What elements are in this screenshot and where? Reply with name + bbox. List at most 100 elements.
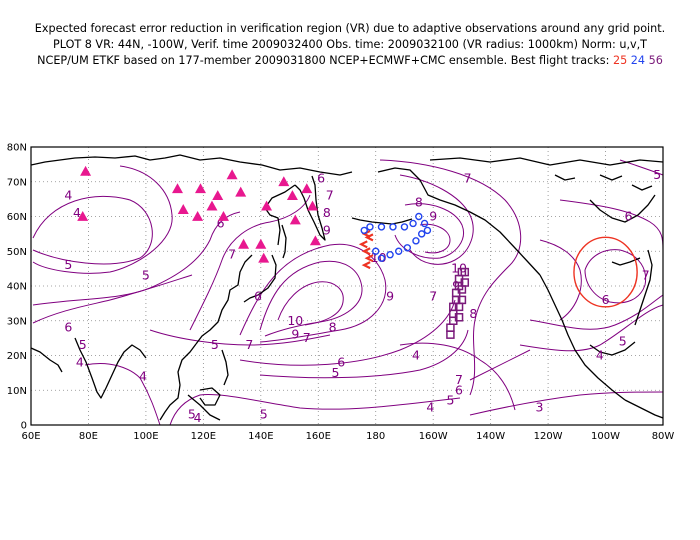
contour-label: 4 <box>596 348 604 363</box>
error-reduction-contours <box>32 159 663 425</box>
track-purple-marker <box>457 285 467 294</box>
contour-label: 5 <box>260 407 268 422</box>
contour-label: 5 <box>653 167 661 182</box>
coastlines <box>31 154 663 421</box>
coast-japan <box>243 254 277 303</box>
contour-4-asia <box>32 195 153 265</box>
coast-sakhalin <box>281 224 287 259</box>
observation-triangle <box>261 200 273 211</box>
coast-borneo <box>199 387 221 406</box>
track-blue-marker <box>417 230 426 238</box>
map-frame <box>30 146 664 426</box>
contour-label: 5 <box>332 365 340 380</box>
contour-label: 4 <box>426 400 434 415</box>
lat-label: 70N <box>7 177 27 188</box>
contour-label: 7 <box>429 288 437 303</box>
track-purple-marker <box>460 267 470 277</box>
observation-triangle <box>238 238 250 249</box>
observation-triangle <box>307 200 319 211</box>
observation-triangle <box>286 190 298 201</box>
lat-label: 80N <box>7 143 27 154</box>
contour-5-asia <box>32 165 173 274</box>
track-red-label: 25 <box>612 54 628 67</box>
title-line-3: NCEP/UM ETKF based on 177-member 2009031… <box>0 54 700 67</box>
track-blue-marker <box>360 226 368 235</box>
track-purple-marker <box>446 330 455 339</box>
lon-label: 120W <box>534 431 563 442</box>
lon-label: 60E <box>21 431 40 442</box>
contour-label: 7 <box>326 188 334 203</box>
coast-kamchatka <box>294 175 326 241</box>
lat-label: 10N <box>7 386 27 397</box>
contour-label: 8 <box>323 205 331 220</box>
lon-label: 140E <box>248 431 273 442</box>
observation-triangle <box>226 169 238 180</box>
contour-label: 4 <box>73 205 81 220</box>
contour-label: 6 <box>602 292 610 307</box>
track-red-marker <box>361 261 371 270</box>
track-purple-marker <box>454 302 464 312</box>
lon-label: 80W <box>652 431 675 442</box>
contour-6-center <box>149 329 331 346</box>
contour-label: 7 <box>303 330 311 345</box>
contour-label: 7 <box>642 268 650 283</box>
contour-label: 8 <box>329 320 337 335</box>
track-purple-label: 56 <box>648 54 663 67</box>
contour-label: 7 <box>455 372 463 387</box>
observation-triangle <box>278 176 290 187</box>
contour-3-east <box>469 391 663 416</box>
lon-label: 120E <box>191 431 216 442</box>
observation-triangle <box>217 211 229 221</box>
contour-label: 4 <box>64 188 72 203</box>
contour-label: 5 <box>142 268 150 283</box>
contour-label: 5 <box>188 407 196 422</box>
coast-us-east <box>634 249 653 326</box>
lon-label: 80E <box>79 431 98 442</box>
observation-triangle <box>289 214 301 225</box>
coast-gulf-mexico <box>589 341 636 356</box>
lat-label: 30N <box>7 316 27 327</box>
contour-6-far-east-b <box>539 239 582 321</box>
track-blue-marker <box>409 219 417 228</box>
contour-10-pacific <box>419 223 451 254</box>
coast-southeast-asia <box>159 343 197 421</box>
contour-label: 6 <box>64 320 72 335</box>
contour-label: 6 <box>217 215 225 230</box>
track-blue-marker <box>403 244 412 252</box>
contour-label: 7 <box>228 247 236 262</box>
observation-triangle <box>309 235 321 246</box>
track-blue-marker <box>423 226 432 235</box>
track-red-marker <box>364 233 374 242</box>
contour-label: 4 <box>194 410 202 425</box>
observation-triangle <box>177 204 189 214</box>
contour-label: 3 <box>535 400 543 415</box>
contour-10-center <box>277 281 344 326</box>
contour-label: 4 <box>76 354 84 369</box>
lat-label: 50N <box>7 247 27 258</box>
track-blue-marker <box>366 223 374 231</box>
longitude-labels: 60E 80E 100E 120E 140E 160E 180 160W 140W 120W 100… <box>21 431 674 442</box>
track-red-marker <box>364 254 374 263</box>
contour-label: 8 <box>415 195 423 210</box>
coast-north-america-west <box>539 274 626 401</box>
track-blue-marker <box>400 223 409 231</box>
contour-label: 6 <box>337 354 345 369</box>
contour-7-south-east <box>469 349 531 381</box>
observation-triangle <box>255 238 267 249</box>
contour-label: 7 <box>464 170 472 185</box>
coast-central-america <box>624 399 663 419</box>
contour-4-far-east <box>519 304 663 352</box>
lon-label: 160W <box>419 431 448 442</box>
contour-label: 5 <box>446 393 454 408</box>
contour-label: 5 <box>211 337 219 352</box>
observation-triangles <box>77 165 321 263</box>
contour-4-south <box>84 363 161 425</box>
latitude-labels: 0 10N 20N 30N 40N 50N 60N 70N 80N <box>7 143 27 432</box>
contour-8-pacific <box>399 174 474 265</box>
title-line-3-text: NCEP/UM ETKF based on 177-member 2009031… <box>37 54 610 67</box>
contour-6-asia <box>32 211 241 306</box>
flight-tracks <box>358 212 470 339</box>
track-purple-marker <box>454 313 464 322</box>
contour-label: 5 <box>64 257 72 272</box>
